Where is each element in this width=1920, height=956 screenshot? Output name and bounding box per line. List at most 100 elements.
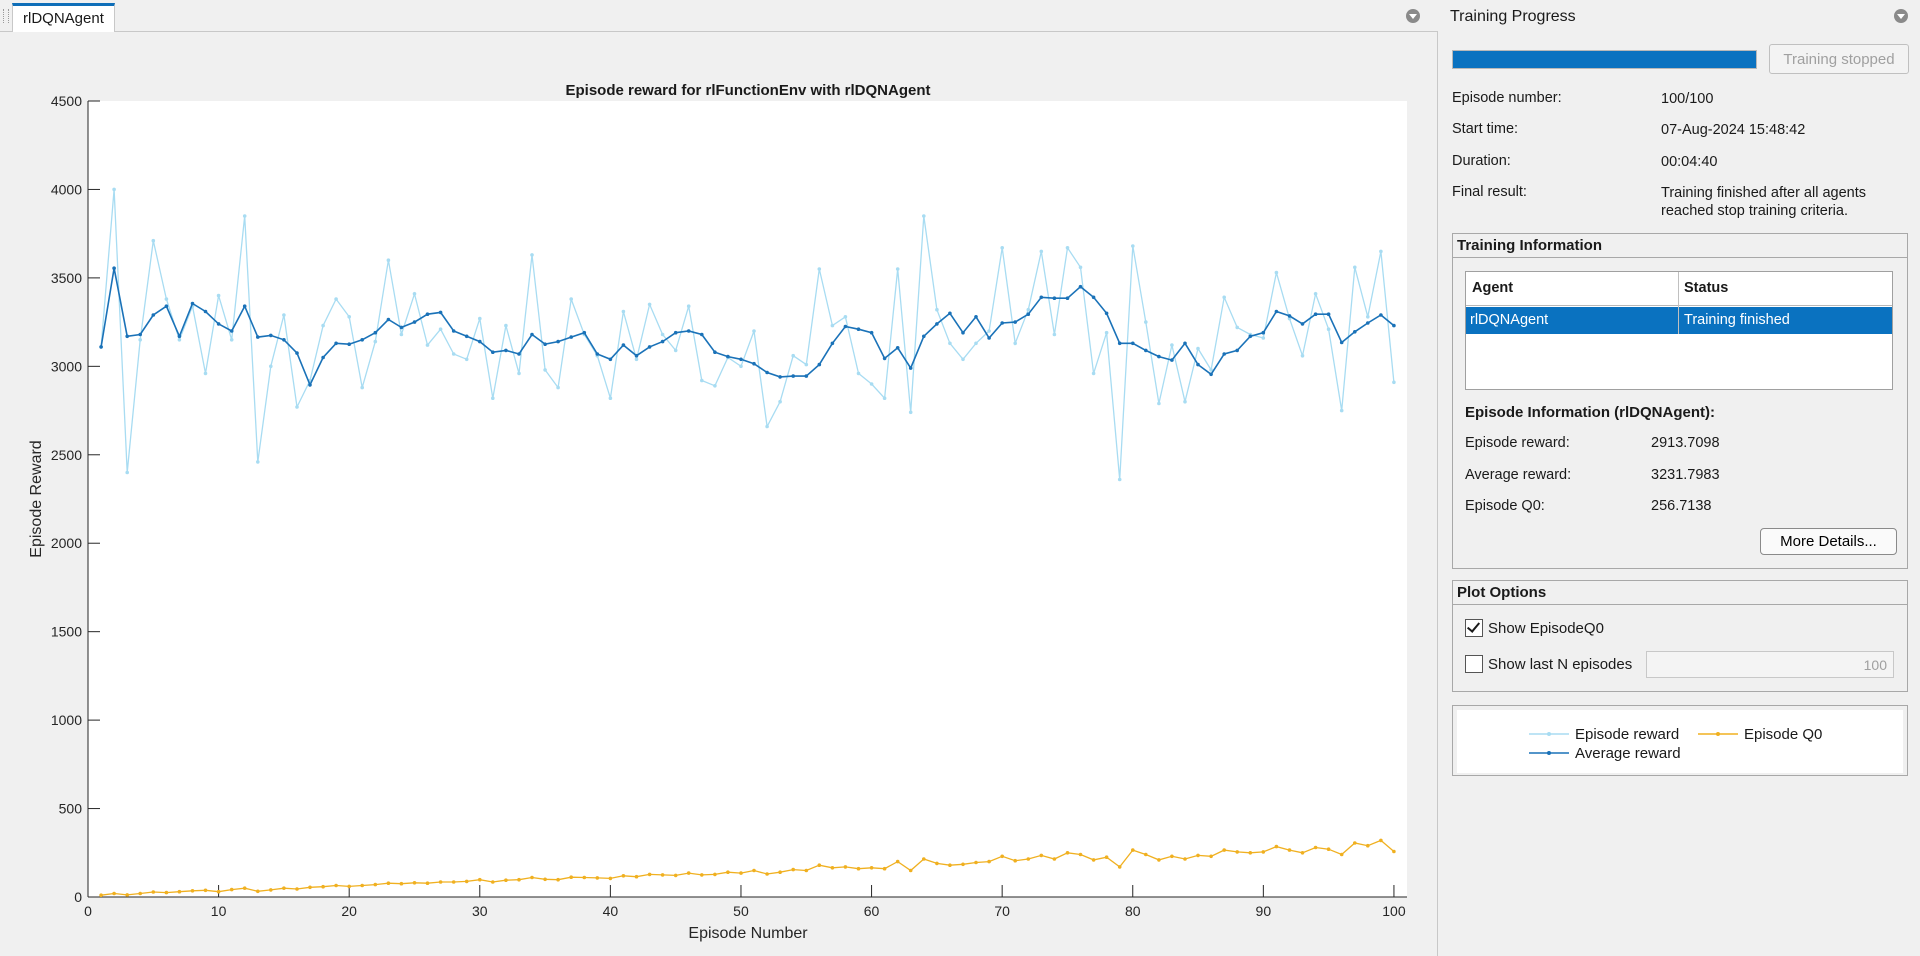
episode-reward-point [504,323,508,328]
agent-status-cell: Training finished [1684,312,1790,328]
average-reward-point [255,335,260,339]
episode-reward-point [478,316,482,321]
average-reward-point [895,346,900,350]
episode-reward-point [895,267,900,271]
average-reward-point [112,266,116,270]
episode-reward-point [1157,401,1161,406]
episode-q0-point [1300,851,1305,855]
legend-episode-reward[interactable]: Episode reward [1575,726,1679,743]
episode-reward-point [1144,320,1148,324]
column-header-agent[interactable]: Agent [1472,280,1514,296]
episode-q0-point [373,882,378,887]
episode-reward-point [935,307,939,312]
show-last-n-checkbox[interactable] [1465,655,1483,673]
episode-reward-point [686,304,691,309]
episode-reward-point [151,238,156,243]
average-reward-point [595,352,600,356]
episode-reward-point [673,348,678,353]
episode-q0-point [321,884,325,889]
episode-reward-point [908,410,913,415]
y-tick-label: 4000 [51,181,82,197]
episode-q0-point [1353,841,1357,845]
episode-reward-point [491,396,495,401]
episode-q0-point [229,887,234,892]
y-tick-label: 2500 [51,447,82,463]
panel-menu-icon[interactable] [1406,9,1420,23]
show-episode-q0-checkbox[interactable] [1465,619,1483,637]
episode-reward-point [1287,316,1292,321]
episode-reward-point [112,187,116,192]
episode-q0-point [1052,857,1057,861]
episode-q0-point [752,868,756,873]
average-reward-point [935,322,939,326]
average-reward-point [360,338,365,342]
stop-training-button[interactable]: Training stopped [1769,44,1909,74]
episode-q0-point [1274,844,1279,849]
episode-q0-point [974,860,978,865]
episode-q0-point [543,877,547,882]
episode-q0-point [1026,857,1031,861]
average-reward-point [203,309,208,314]
episode-reward-point [830,323,835,328]
plot-options-title: Plot Options [1457,584,1547,601]
episode-q0-point [412,881,417,885]
drag-grip-icon[interactable] [3,9,9,23]
episode-q0-point [1144,852,1148,857]
episode-q0-point [517,877,521,882]
episode-reward-point [869,382,874,386]
column-header-status[interactable]: Status [1684,280,1729,296]
average-reward-point [216,322,221,326]
episode-reward-point [739,364,743,369]
episode-q0-point [1196,853,1200,858]
average-reward-point [425,312,430,317]
episode-reward-point [1052,332,1057,337]
more-details-button[interactable]: More Details... [1760,528,1897,555]
average-reward-point [517,352,521,356]
document-tab-strip: rlDQNAgent [0,0,1438,32]
episode-q0-point [269,888,273,892]
tab-rldqnagent[interactable]: rlDQNAgent [12,3,115,32]
episode-reward-point [961,357,965,362]
last-n-episodes-input[interactable] [1646,651,1894,678]
average-reward-point [1039,295,1044,300]
episode-q0-point [804,868,809,873]
episode-q0-point [99,893,103,897]
episode-q0-value: 256.7138 [1651,498,1712,514]
episode-reward-point [229,338,234,342]
training-progress-pane: Training Progress Training stopped Episo… [1439,0,1920,956]
episode-q0-point [177,889,182,894]
episode-q0-point [334,883,338,888]
episode-reward-point [1366,315,1370,319]
episode-q0-point [1209,854,1213,859]
episode-number-label: Episode number: [1452,90,1562,106]
episode-reward-point [634,357,639,362]
episode-information-title: Episode Information (rlDQNAgent): [1465,404,1715,421]
legend-average-reward[interactable]: Average reward [1575,745,1681,762]
episode-reward-point [1261,336,1266,340]
episode-reward-point [1131,244,1135,248]
show-episode-q0-label[interactable]: Show EpisodeQ0 [1488,620,1604,637]
average-reward-point [700,332,704,337]
episode-q0-point [569,875,573,879]
average-reward-point [1104,311,1109,316]
average-reward-point [1339,340,1344,345]
episode-reward-legend-marker-icon [1547,732,1551,736]
show-last-n-label[interactable]: Show last N episodes [1488,656,1633,673]
average-reward-point [543,342,547,347]
average-reward-point [347,342,352,347]
episode-reward-point [817,267,822,271]
legend-group: Episode reward Episode Q0 Average reward [1452,705,1908,776]
episode-q0-point [1183,857,1187,861]
legend-episode-q0[interactable]: Episode Q0 [1744,726,1822,743]
average-reward-point [1131,341,1135,346]
y-tick-label: 3500 [51,270,82,286]
episode-q0-point [112,891,116,896]
episode-reward-point [295,405,299,409]
average-reward-point [373,330,378,335]
episode-q0-point [935,861,939,866]
average-reward-point [491,350,495,355]
average-reward-point [151,313,156,317]
episode-reward-point [1209,368,1213,372]
table-row[interactable]: rlDQNAgent Training finished [1466,307,1892,334]
panel-menu-icon[interactable] [1894,9,1908,23]
